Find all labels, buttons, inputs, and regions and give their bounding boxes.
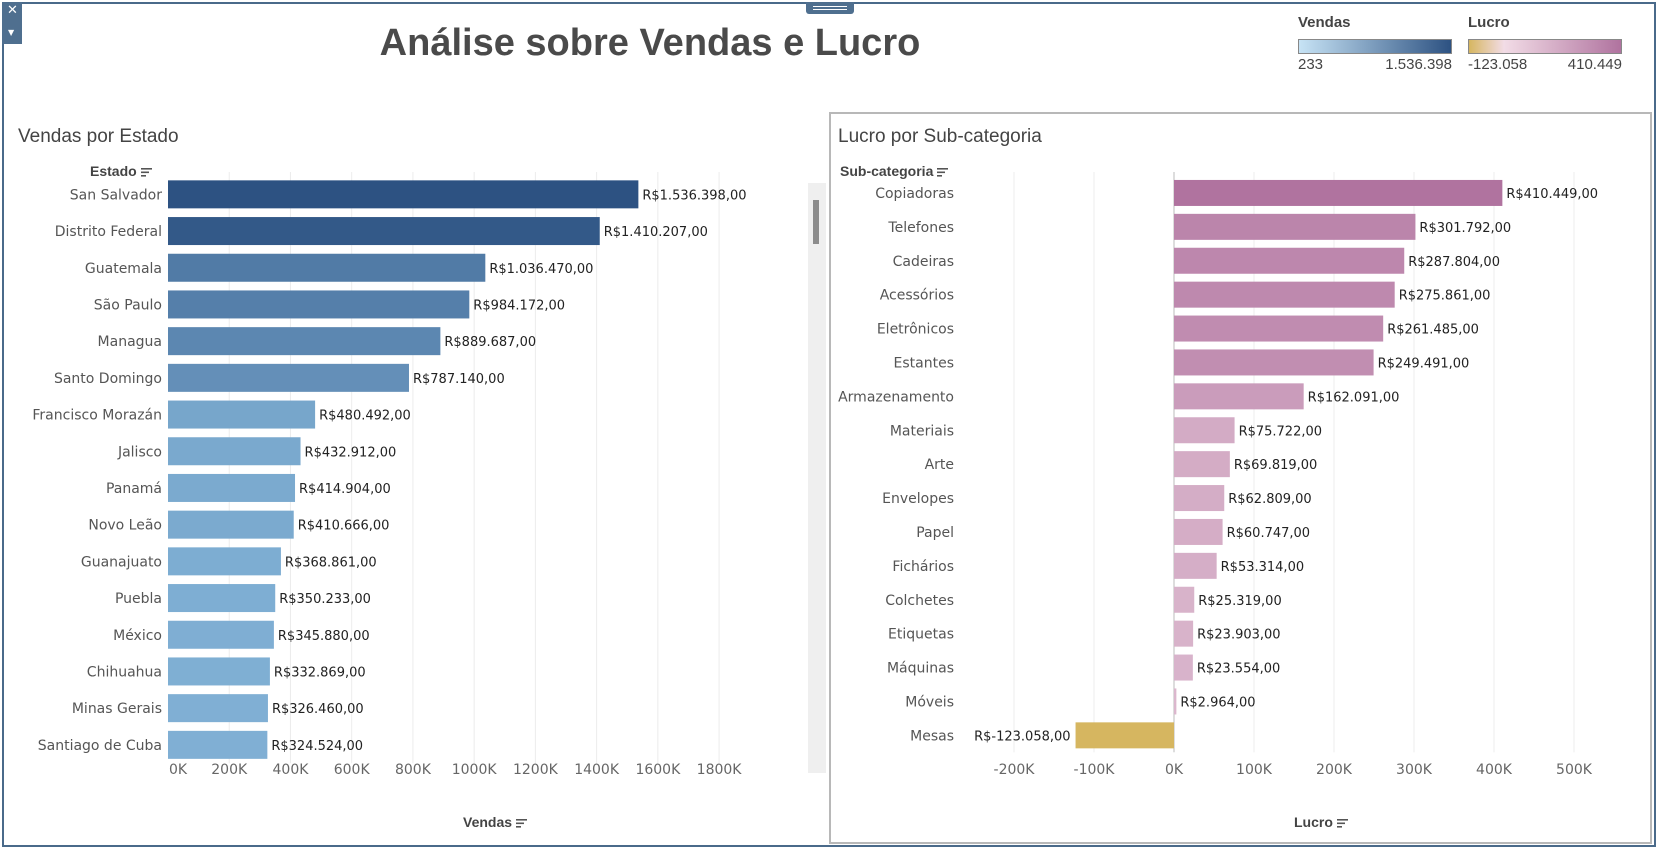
estado-field-label: Estado: [90, 163, 137, 179]
vendas-bar: [168, 363, 409, 392]
vendas-bar: [168, 730, 268, 759]
estado-category-label: Santo Domingo: [54, 371, 162, 387]
vendas-x-tick-label: 1000K: [452, 762, 498, 778]
lucro-legend-title: Lucro: [1468, 14, 1510, 31]
vendas-data-label: R$787.140,00: [413, 372, 505, 387]
estado-category-label: Managua: [98, 334, 162, 350]
vendas-axis-header[interactable]: Vendas: [463, 814, 528, 830]
estado-category-label: Chihuahua: [87, 664, 162, 680]
vendas-x-tick-label: 1800K: [697, 762, 743, 778]
vendas-data-label: R$324.524,00: [271, 739, 363, 754]
vendas-x-tick-label: 1400K: [574, 762, 620, 778]
vendas-data-label: R$984.172,00: [473, 298, 565, 313]
estado-category-label: Minas Gerais: [72, 701, 162, 717]
vendas-bar: [168, 180, 639, 209]
vendas-x-tick-label: 1600K: [635, 762, 681, 778]
estado-category-label: São Paulo: [94, 297, 162, 313]
lucro-chart-title: Lucro por Sub-categoria: [838, 126, 1042, 147]
vendas-data-label: R$350.233,00: [279, 592, 371, 607]
caret-down-icon[interactable]: ▼: [8, 28, 15, 37]
lucro-panel-selected-border: [829, 112, 1652, 844]
vendas-x-tick-label: 800K: [395, 762, 432, 778]
estado-category-label: Distrito Federal: [55, 224, 162, 240]
vendas-bar: [168, 290, 470, 319]
vendas-x-tick-label: 600K: [334, 762, 371, 778]
vendas-color-ramp: [1298, 39, 1452, 54]
vendas-legend-title: Vendas: [1298, 14, 1351, 31]
estado-category-label: Panamá: [106, 481, 162, 497]
vendas-axis-label: Vendas: [463, 814, 513, 830]
lucro-color-ramp: [1468, 39, 1622, 54]
scrollbar-thumb[interactable]: [813, 200, 819, 244]
vendas-x-tick-label: 1200K: [513, 762, 559, 778]
vendas-legend-min: 233: [1298, 56, 1324, 73]
vendas-bar: [168, 547, 281, 576]
vendas-legend[interactable]: Vendas 233 1.536.398: [1298, 14, 1452, 76]
vendas-data-label: R$368.861,00: [285, 555, 377, 570]
subcategoria-field-header[interactable]: Sub-categoria: [840, 163, 949, 179]
subcategoria-field-label: Sub-categoria: [840, 163, 934, 179]
vendas-bar: [168, 473, 296, 502]
close-icon[interactable]: ✕: [7, 3, 18, 18]
estado-category-label: México: [113, 628, 162, 644]
sort-icon[interactable]: [1336, 818, 1349, 828]
vendas-data-label: R$1.536.398,00: [642, 188, 746, 203]
vendas-data-label: R$480.492,00: [319, 409, 411, 424]
vendas-legend-max: 1.536.398: [1385, 56, 1452, 73]
vendas-bar: [168, 620, 274, 649]
vendas-bar: [168, 584, 276, 613]
vendas-bar: [168, 510, 294, 539]
lucro-legend[interactable]: Lucro -123.058 410.449: [1468, 14, 1622, 76]
vendas-x-tick-label: 400K: [273, 762, 310, 778]
vendas-bar: [168, 253, 486, 282]
estado-category-label: San Salvador: [70, 187, 162, 203]
vendas-data-label: R$326.460,00: [272, 702, 364, 717]
vendas-bar: [168, 400, 316, 429]
vendas-bar: [168, 657, 270, 686]
lucro-axis-header[interactable]: Lucro: [1294, 814, 1349, 830]
estado-category-label: Santiago de Cuba: [38, 738, 162, 754]
drag-handle-icon[interactable]: [806, 2, 854, 14]
vendas-data-label: R$414.904,00: [299, 482, 391, 497]
vendas-data-label: R$410.666,00: [298, 519, 390, 534]
vendas-bar: [168, 327, 441, 356]
estado-category-label: Novo Leão: [88, 518, 162, 534]
vendas-data-label: R$432.912,00: [305, 445, 397, 460]
dashboard-title: Análise sobre Vendas e Lucro: [379, 22, 921, 64]
vendas-bar: [168, 694, 268, 723]
estado-category-label: Guatemala: [85, 261, 162, 277]
sort-icon[interactable]: [140, 167, 153, 177]
window-controls[interactable]: ✕ ▼: [2, 2, 22, 44]
lucro-legend-min: -123.058: [1468, 56, 1528, 73]
vendas-chart-title: Vendas por Estado: [18, 126, 179, 147]
vendas-x-tick-label: 0K: [169, 762, 188, 778]
vendas-data-label: R$1.036.470,00: [489, 262, 593, 277]
estado-category-label: Puebla: [115, 591, 162, 607]
estado-category-label: Francisco Morazán: [32, 408, 162, 424]
estado-field-header[interactable]: Estado: [90, 163, 153, 179]
vendas-bar: [168, 437, 301, 466]
vendas-data-label: R$332.869,00: [274, 665, 366, 680]
sort-icon[interactable]: [937, 167, 949, 177]
vendas-data-label: R$345.880,00: [278, 629, 370, 644]
vendas-data-label: R$889.687,00: [444, 335, 536, 350]
vendas-bar: [168, 217, 600, 246]
vertical-scrollbar[interactable]: [808, 183, 826, 773]
vendas-data-label: R$1.410.207,00: [604, 225, 708, 240]
sort-icon[interactable]: [516, 818, 528, 828]
estado-category-label: Jalisco: [117, 444, 162, 460]
lucro-legend-max: 410.449: [1567, 56, 1622, 73]
vendas-x-tick-label: 200K: [211, 762, 248, 778]
estado-category-label: Guanajuato: [81, 554, 162, 570]
lucro-axis-label: Lucro: [1294, 814, 1333, 830]
